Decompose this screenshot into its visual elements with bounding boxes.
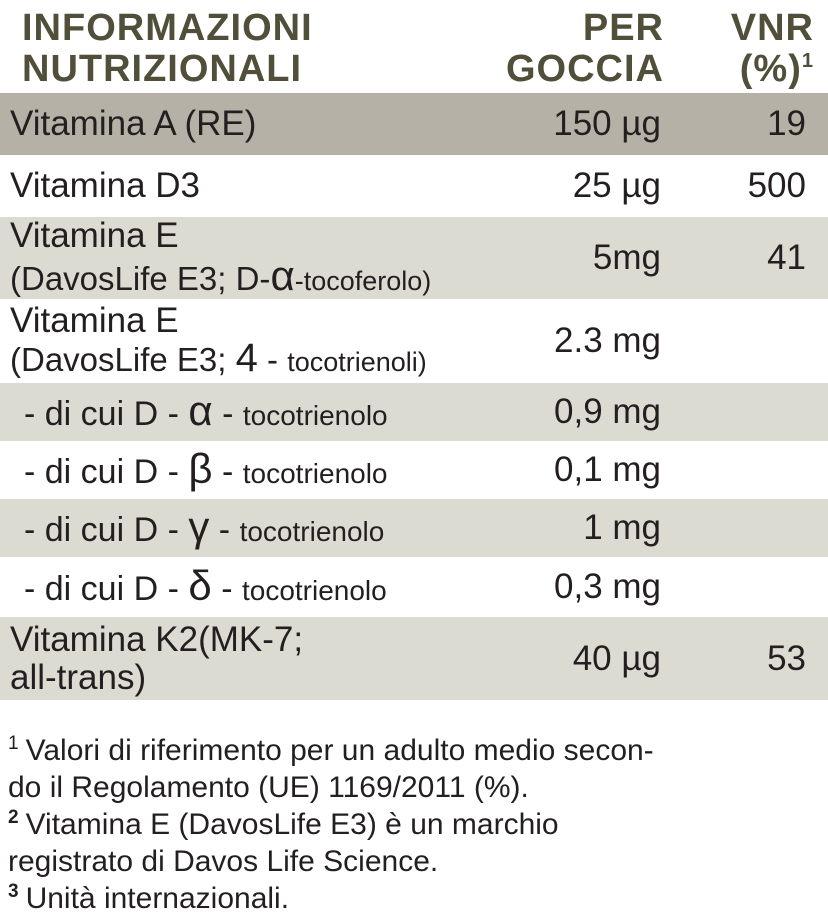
nutrient-row-vitamin-d3: Vitamina D3 25 µg 500	[0, 155, 828, 217]
per-goccia-line1: PER	[582, 7, 664, 49]
nutrient-name: Vitamina E (DavosLife E3; 4 - tocotrieno…	[10, 301, 427, 380]
nutrient-row-d-beta-tocotrienolo: - di cui D - β - tocotrienolo 0,1 mg	[0, 441, 828, 499]
nutrition-table: Vitamina A (RE) 150 µg 19 Vitamina D3 25…	[0, 93, 828, 700]
footnote-3-text: Unità internazionali.	[25, 882, 290, 915]
vnr-percent: 53	[767, 638, 806, 678]
vnr-footnote-marker: 1	[801, 50, 814, 72]
footnote-2-marker: 2	[8, 807, 19, 828]
vnr-percent-sign: (%)	[739, 48, 802, 90]
table-title-line2: NUTRIZIONALI	[22, 48, 303, 90]
alpha-symbol: α	[188, 387, 213, 434]
footnote-1-text-line1: Valori di riferimento per un adulto medi…	[25, 734, 654, 767]
footnote-1-text-line2: do il Regolamento (UE) 1169/2011 (%).	[8, 771, 529, 804]
nutrient-name: - di cui D - γ - tocotrienolo	[24, 503, 385, 550]
footnote-3: 3 Unità internazionali.	[8, 880, 818, 917]
nutrient-name: Vitamina D3	[10, 166, 201, 205]
table-title-line1: INFORMAZIONI	[22, 7, 313, 49]
vnr-percent: 19	[767, 104, 806, 143]
alpha-symbol: α	[270, 252, 295, 299]
table-title: INFORMAZIONI NUTRIZIONALI	[22, 8, 484, 93]
nutrient-name: Vitamina K2(MK-7; all-trans)	[10, 619, 304, 697]
amount-per-drop: 2.3 mg	[554, 321, 661, 360]
footnote-2: 2 Vitamina E (DavosLife E3) è un marchio …	[8, 806, 818, 880]
table-header: INFORMAZIONI NUTRIZIONALI PER GOCCIA VNR…	[0, 0, 828, 93]
nutrient-name: Vitamina A (RE)	[10, 104, 257, 143]
vnr-line2: (%)1	[664, 49, 814, 90]
amount-per-drop: 0,1 mg	[554, 450, 661, 489]
nutrient-row-vitamin-e-tocoferolo: Vitamina E (DavosLife E3; D-α-tocoferolo…	[0, 217, 828, 299]
vnr-line1: VNR	[730, 7, 814, 49]
amount-per-drop: 150 µg	[553, 104, 661, 143]
amount-per-drop: 0,3 mg	[554, 567, 661, 606]
amount-per-drop: 5mg	[592, 238, 661, 277]
nutrient-name: - di cui D - β - tocotrienolo	[24, 445, 388, 492]
nutrient-row-vitamin-e-tocotrienoli: Vitamina E (DavosLife E3; 4 - tocotrieno…	[0, 299, 828, 383]
delta-symbol: δ	[188, 562, 212, 609]
per-goccia-line2: GOCCIA	[506, 48, 664, 90]
gamma-symbol: γ	[188, 503, 210, 550]
footnotes: 1 Valori di riferimento per un adulto med…	[0, 732, 828, 917]
footnote-2-text-line2: registrato di Davos Life Science.	[8, 845, 439, 878]
nutrient-row-d-delta-tocotrienolo: - di cui D - δ - tocotrienolo 0,3 mg	[0, 557, 828, 617]
col-header-vnr: VNR (%)1	[664, 8, 814, 93]
amount-per-drop: 1 mg	[583, 508, 661, 547]
amount-per-drop: 25 µg	[572, 166, 661, 205]
nutrient-row-vitamin-k2: Vitamina K2(MK-7; all-trans) 40 µg 53	[0, 617, 828, 700]
nutrient-name: Vitamina E (DavosLife E3; D-α-tocoferolo…	[10, 216, 432, 299]
nutrient-row-d-gamma-tocotrienolo: - di cui D - γ - tocotrienolo 1 mg	[0, 499, 828, 557]
vnr-percent: 41	[767, 238, 806, 277]
nutrient-name: - di cui D - α - tocotrienolo	[24, 387, 388, 434]
footnote-1: 1 Valori di riferimento per un adulto med…	[8, 732, 818, 806]
vnr-percent: 500	[747, 166, 806, 205]
footnote-3-marker: 3	[8, 881, 19, 902]
beta-symbol: β	[188, 445, 213, 492]
footnote-2-text-line1: Vitamina E (DavosLife E3) è un marchio	[25, 808, 559, 841]
nutrient-row-d-alpha-tocotrienolo: - di cui D - α - tocotrienolo 0,9 mg	[0, 383, 828, 441]
nutrient-name: - di cui D - δ - tocotrienolo	[24, 562, 387, 609]
amount-per-drop: 40 µg	[572, 638, 661, 678]
footnote-1-marker: 1	[8, 733, 19, 754]
col-header-per-goccia: PER GOCCIA	[484, 8, 664, 93]
amount-per-drop: 0,9 mg	[554, 392, 661, 431]
nutrient-row-vitamin-a: Vitamina A (RE) 150 µg 19	[0, 93, 828, 155]
